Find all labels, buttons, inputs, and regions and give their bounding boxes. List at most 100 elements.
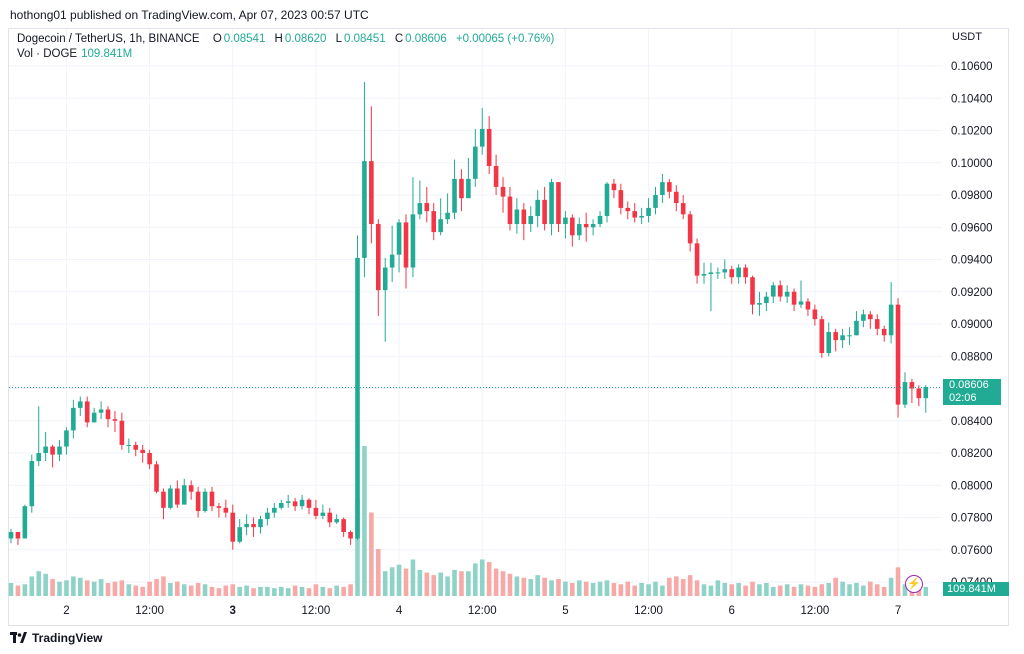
candle-body — [237, 527, 242, 542]
volume-bar — [147, 581, 152, 596]
volume-bar — [874, 584, 880, 596]
candle-body — [161, 491, 166, 508]
volume-bar — [334, 585, 340, 596]
symbol-name[interactable]: Dogecoin / TetherUS, 1h, BINANCE — [17, 33, 200, 45]
x-tick-label: 2 — [63, 605, 69, 617]
candle-body — [424, 203, 430, 212]
candle-body — [791, 291, 797, 305]
candle-body — [715, 272, 721, 274]
volume-bar — [888, 577, 894, 596]
volume-bar — [646, 584, 651, 596]
candle-body — [819, 319, 825, 354]
candle-body — [78, 401, 83, 408]
x-tick-label: 12:00 — [468, 605, 497, 617]
candle-body — [660, 182, 665, 195]
volume-bar — [729, 584, 735, 596]
candle-body — [306, 499, 312, 508]
tradingview-brand[interactable]: TradingView — [10, 631, 102, 645]
candle-body — [320, 512, 326, 516]
y-tick-label: 0.08400 — [951, 416, 993, 428]
candle-body — [396, 222, 402, 255]
close-value: 0.08606 — [405, 33, 447, 45]
last-price-value: 0.08606 — [949, 379, 989, 391]
candle-body — [750, 277, 755, 305]
lightning-icon[interactable]: ⚡ — [905, 575, 923, 593]
volume-bar — [431, 575, 437, 596]
volume-bar — [348, 584, 353, 596]
volume-bar — [771, 586, 776, 596]
volume-bar — [417, 569, 423, 596]
candle-body — [140, 449, 145, 453]
volume-bar — [777, 585, 783, 596]
candle-body — [369, 161, 374, 225]
candle-body — [874, 319, 880, 329]
volume-badge: 109.841M — [943, 582, 1009, 596]
candle-body — [202, 491, 208, 512]
candle-body — [355, 257, 360, 539]
volume-bar — [757, 584, 762, 596]
candle-body — [916, 388, 922, 399]
candle-body — [701, 274, 707, 276]
candle-body — [667, 182, 672, 192]
candle-body — [479, 128, 485, 147]
volume-bar — [285, 588, 291, 596]
candle-body — [258, 519, 263, 528]
candle-body — [784, 291, 790, 297]
volume-bar — [375, 549, 381, 596]
candle-body — [653, 195, 658, 208]
volume-bar — [653, 581, 658, 596]
volume-bar — [175, 581, 180, 596]
candle-body — [888, 304, 894, 336]
candle-body — [847, 335, 852, 337]
candle-body — [22, 506, 28, 539]
candle-body — [840, 335, 845, 341]
y-tick-label: 0.08800 — [951, 351, 993, 363]
volume-bar — [625, 581, 631, 596]
volume-bar — [84, 580, 90, 596]
volume-bar — [50, 579, 55, 596]
x-axis-ticks: 2 12:00 3 12:00 4 12:00 5 12:00 6 12:00 7 — [63, 605, 901, 617]
volume-bar — [819, 584, 825, 596]
volume-bar — [750, 581, 755, 596]
candle-body — [50, 446, 55, 455]
low-label: L — [335, 33, 343, 45]
volume-bar — [847, 584, 852, 596]
volume-bar — [452, 569, 457, 596]
volume-bar — [784, 584, 790, 596]
candle-body — [722, 269, 728, 273]
volume-bar — [902, 584, 908, 596]
volume-label[interactable]: Vol · DOGE — [17, 48, 78, 60]
volume-bar — [514, 576, 520, 596]
volume-bar — [362, 446, 367, 596]
candle-body — [209, 491, 215, 507]
volume-bar — [8, 582, 14, 596]
candle-body — [452, 178, 457, 213]
candle-body — [389, 254, 395, 268]
volume-bar — [57, 581, 62, 596]
volume-bar — [521, 577, 527, 596]
candle-body — [265, 512, 270, 520]
x-tick-label: 12:00 — [634, 605, 663, 617]
volume-bar — [403, 568, 409, 596]
volume-bar — [805, 585, 811, 596]
candle-body — [230, 512, 236, 542]
volume-bar — [119, 580, 125, 596]
candles — [8, 82, 929, 550]
volume-bar — [230, 584, 236, 596]
volume-bar — [833, 577, 838, 596]
volume-bar — [923, 586, 929, 596]
volume-bar — [272, 588, 277, 596]
candle-body — [542, 199, 547, 225]
candle-body — [507, 196, 513, 225]
volume-bar — [500, 571, 506, 596]
volume-bar — [812, 586, 818, 596]
volume-bar — [791, 586, 797, 596]
candle-body — [563, 217, 568, 225]
candle-body — [334, 519, 340, 523]
x-tick-label: 12:00 — [800, 605, 829, 617]
volume-bar — [64, 580, 69, 596]
volume-bar — [410, 559, 416, 596]
candle-body — [362, 161, 367, 258]
volume-bar — [694, 580, 700, 596]
